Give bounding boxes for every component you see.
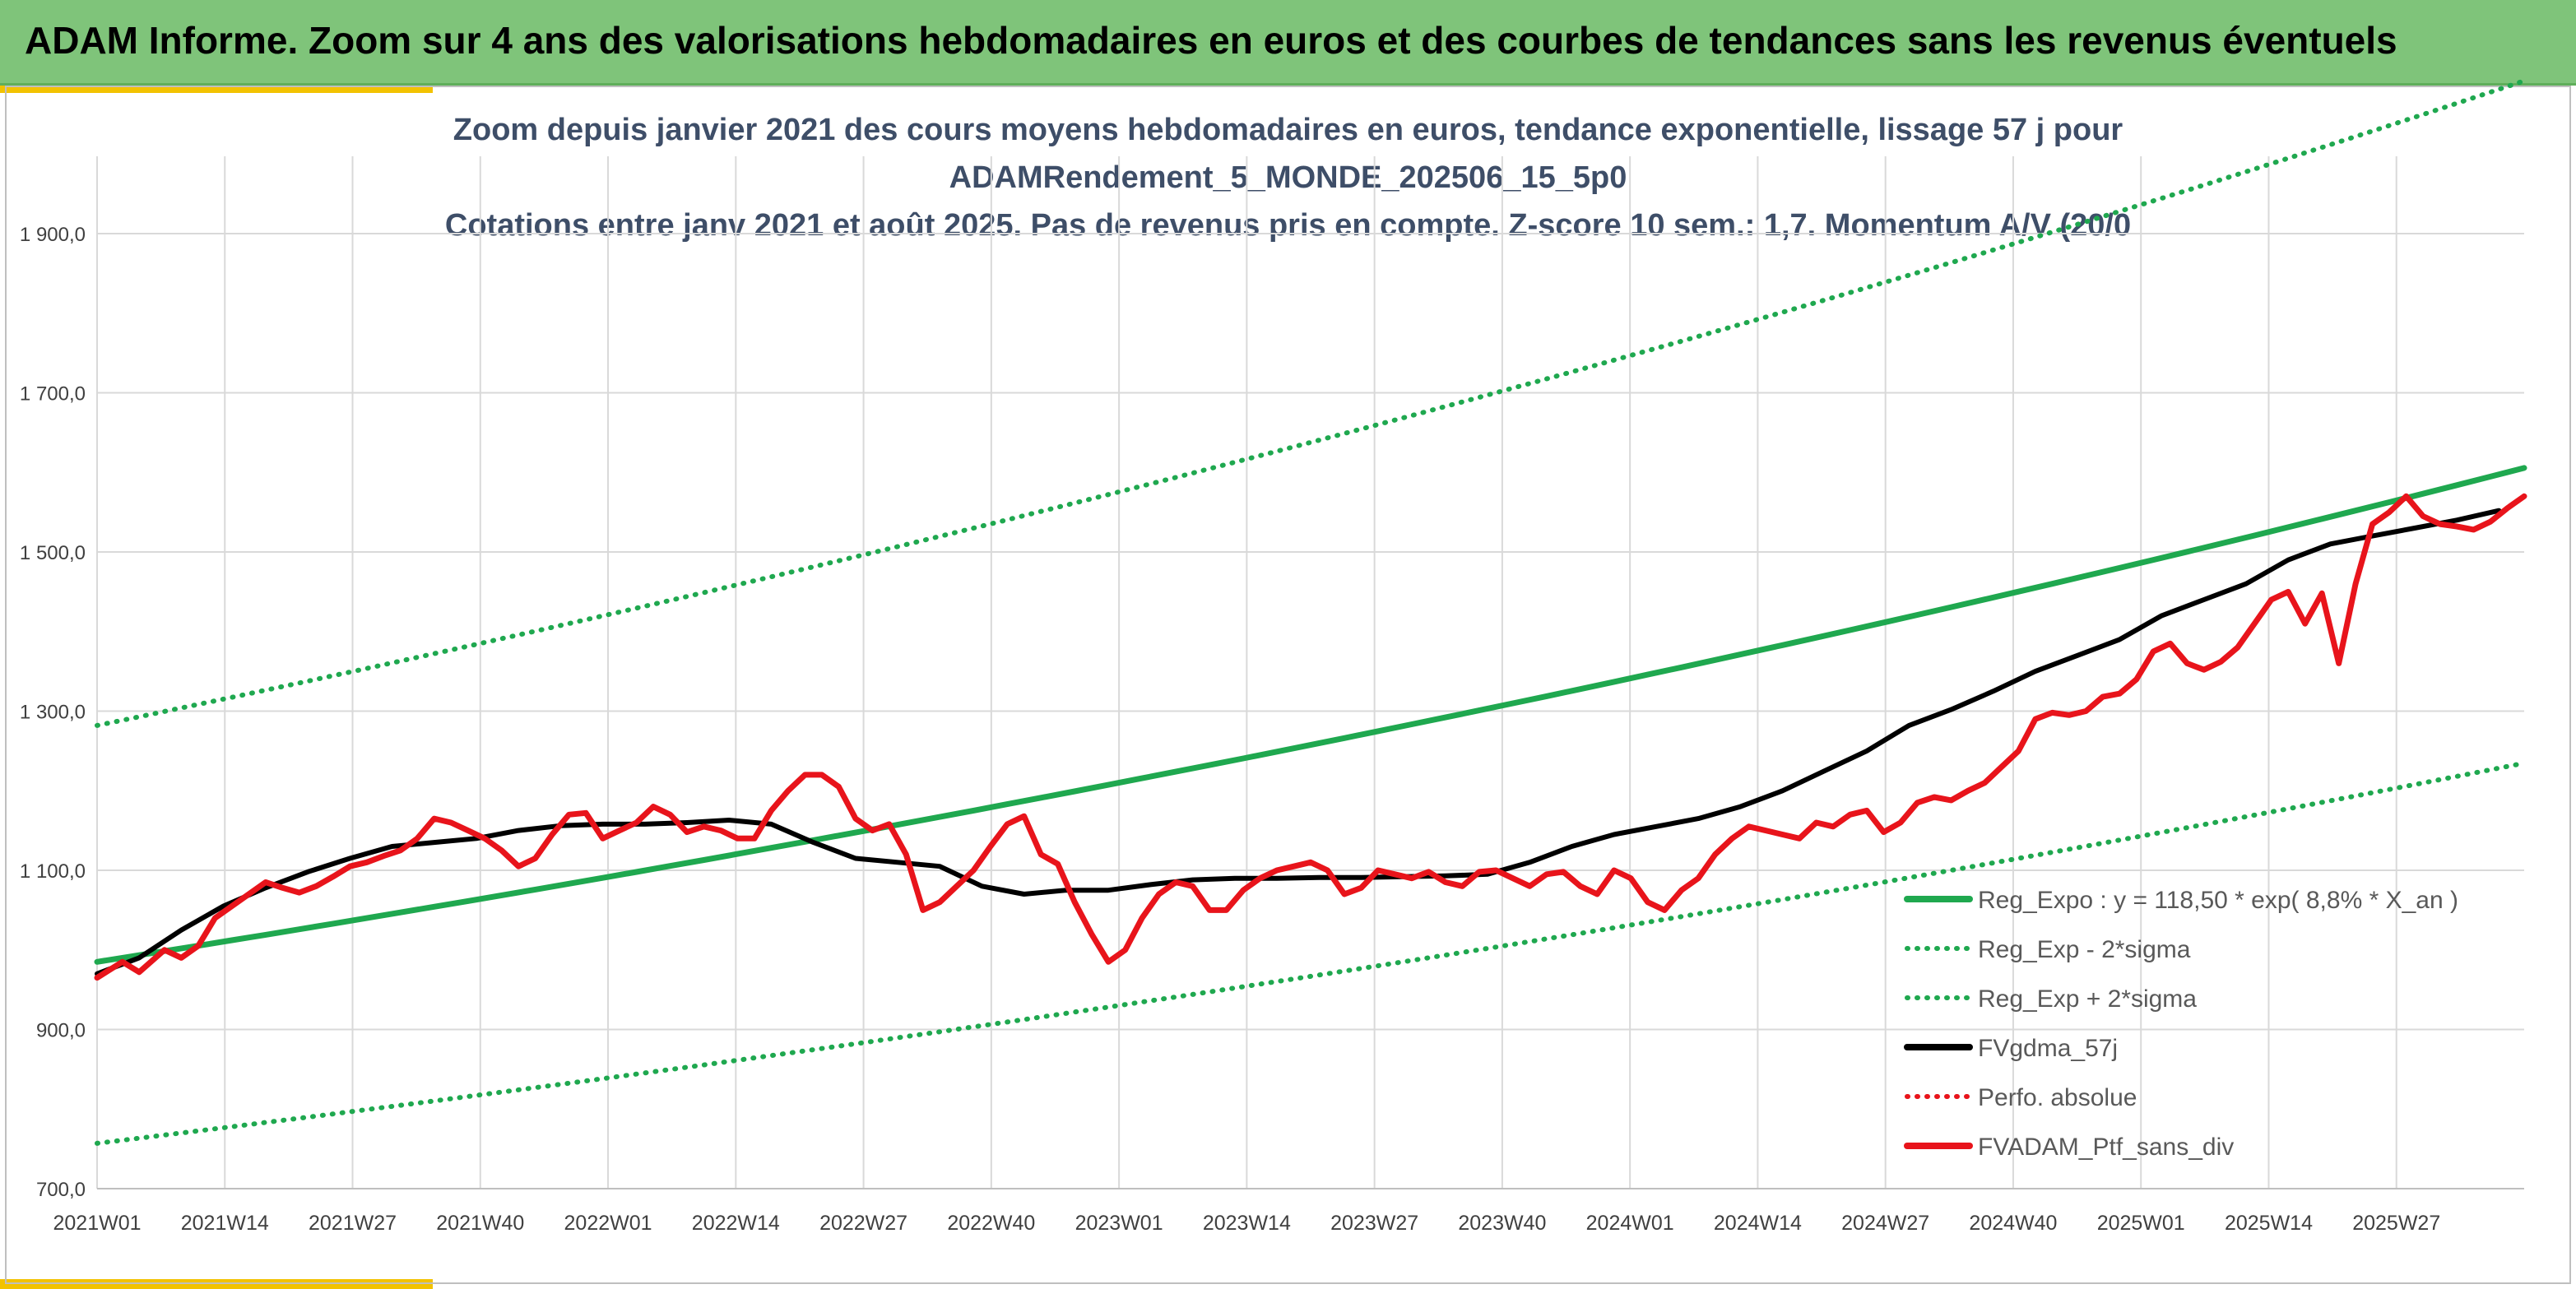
y-tick-label: 900,0 <box>36 1020 86 1042</box>
x-tick-label: 2025W01 <box>2097 1212 2185 1235</box>
chart-title-line-3: Cotations entre janv 2021 et août 2025. … <box>444 208 2132 243</box>
x-tick-label: 2023W27 <box>1330 1212 1418 1235</box>
legend-label: FVgdma_57j <box>1978 1035 2118 1062</box>
x-tick-label: 2022W27 <box>819 1212 907 1235</box>
x-tick-label: 2021W01 <box>53 1212 141 1235</box>
chart-title-line-1: Zoom depuis janvier 2021 des cours moyen… <box>453 113 2123 147</box>
x-tick-label: 2023W14 <box>1203 1212 1291 1235</box>
series-line-1 <box>95 760 2527 1146</box>
series-layer <box>94 78 2527 1146</box>
grid-layer <box>96 156 2524 1189</box>
series-line-2 <box>95 78 2527 728</box>
x-tick-label: 2024W40 <box>1969 1212 2057 1235</box>
x-tick-label: 2021W14 <box>181 1212 269 1235</box>
legend-label: FVADAM_Ptf_sans_div <box>1978 1134 2234 1161</box>
x-tick-label: 2021W40 <box>436 1212 524 1235</box>
axis-layer: 700,0 900,0 1 100,0 1 300,0 1 500,0 1 700,0 1 … <box>20 224 2524 1235</box>
series-line-0 <box>94 465 2527 965</box>
legend-label: Reg_Expo : y = 118,50 * exp( 8,8% * X_an… <box>1978 887 2458 914</box>
x-tick-label: 2022W01 <box>564 1212 652 1235</box>
x-tick-label: 2023W01 <box>1075 1212 1163 1235</box>
x-tick-label: 2024W27 <box>1841 1212 1929 1235</box>
y-tick-label: 1 100,0 <box>20 860 86 883</box>
x-tick-label: 2022W14 <box>692 1212 780 1235</box>
x-tick-label: 2024W01 <box>1586 1212 1674 1235</box>
y-tick-label: 1 700,0 <box>20 383 86 406</box>
series-line-3 <box>95 508 2502 976</box>
chart-legend: Reg_Expo : y = 118,50 * exp( 8,8% * X_an… <box>1904 887 2458 1161</box>
series-line-5 <box>94 493 2527 981</box>
header-banner: ADAM Informe. Zoom sur 4 ans des valoris… <box>0 0 2576 86</box>
accent-bar-bottom <box>0 1279 433 1289</box>
y-tick-label: 1 300,0 <box>20 702 86 724</box>
legend-label: Perfo. absolue <box>1978 1084 2137 1111</box>
chart-frame <box>5 86 2571 1284</box>
y-tick-label: 1 500,0 <box>20 542 86 564</box>
x-tick-label: 2023W40 <box>1458 1212 1546 1235</box>
page-title: ADAM Informe. Zoom sur 4 ans des valoris… <box>25 19 2397 62</box>
legend-label: Reg_Exp - 2*sigma <box>1978 936 2191 963</box>
accent-bar-top <box>0 86 433 93</box>
x-tick-label: 2025W14 <box>2225 1212 2313 1235</box>
x-tick-label: 2025W27 <box>2352 1212 2440 1235</box>
x-tick-label: 2021W27 <box>309 1212 397 1235</box>
chart-title-line-2: ADAMRendement_5_MONDE_202506_15_5p0 <box>949 160 1627 195</box>
x-tick-label: 2024W14 <box>1714 1212 1802 1235</box>
legend-label: Reg_Exp + 2*sigma <box>1978 985 2197 1013</box>
y-tick-label: 1 900,0 <box>20 224 86 246</box>
x-tick-label: 2022W40 <box>947 1212 1035 1235</box>
y-tick-label: 700,0 <box>36 1179 86 1201</box>
